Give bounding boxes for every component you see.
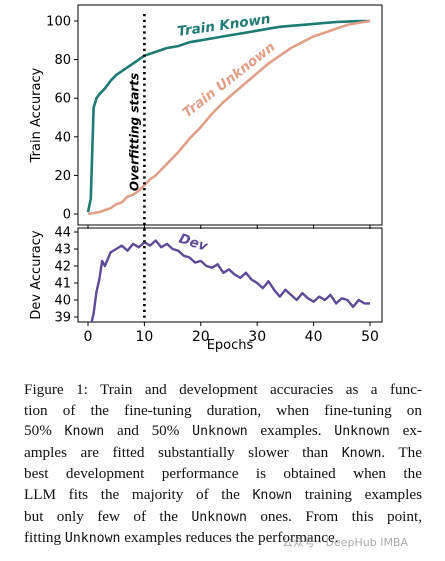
dev-label: Dev bbox=[177, 231, 211, 256]
figure-caption: Figure 1: Train and development accuraci… bbox=[24, 380, 422, 550]
top-plot-frame bbox=[77, 4, 383, 226]
top-y-tick-label: 100 bbox=[46, 15, 71, 30]
caption-text: and 50% bbox=[104, 422, 193, 440]
bottom-y-tick-label: 41 bbox=[54, 277, 71, 292]
bottom-y-tick-label: 40 bbox=[54, 294, 71, 309]
bottom-x-tick-label: 30 bbox=[248, 329, 266, 345]
train-known-line bbox=[86, 19, 370, 213]
top-y-tick-label: 40 bbox=[54, 130, 71, 145]
bottom-x-tick-label: 20 bbox=[192, 329, 210, 345]
caption-text: LLM fits the majority of the bbox=[24, 485, 253, 503]
dev-accuracy-panel: 39 40 41 42 43 44 0 10 20 30 40 50 Dev Accuracy Epoch… bbox=[29, 226, 383, 353]
overfitting-label: Overfitting starts bbox=[127, 73, 141, 191]
caption-line: LLM fits the majority of the Known train… bbox=[24, 485, 422, 507]
top-y-tick-label: 80 bbox=[54, 53, 71, 68]
caption-text: training examples bbox=[292, 485, 423, 503]
caption-line: best development performance is obtained… bbox=[24, 464, 422, 485]
caption-line: amples are fitted substantially slower t… bbox=[24, 443, 422, 465]
caption-text: tion of the fine-tuning duration, when f… bbox=[24, 401, 422, 419]
caption-text: examples. bbox=[247, 422, 335, 440]
bottom-y-tick-label: 44 bbox=[54, 226, 71, 241]
bottom-y-tick-label: 42 bbox=[54, 260, 71, 275]
caption-line: tion of the fine-tuning duration, when f… bbox=[24, 401, 422, 422]
caption-code: Known bbox=[341, 445, 382, 461]
x-axis-label: Epochs bbox=[207, 338, 254, 353]
train-unknown-label: Train Unknown bbox=[180, 39, 279, 121]
bottom-plot-frame bbox=[77, 227, 383, 323]
caption-text: fitting bbox=[24, 529, 65, 547]
caption-line: fitting Unknown examples reduces the per… bbox=[24, 528, 422, 550]
caption-code: Unknown bbox=[191, 509, 247, 525]
top-y-tick-label: 60 bbox=[54, 92, 71, 107]
top-y-tick-label: 0 bbox=[63, 208, 71, 223]
caption-code: Known bbox=[252, 487, 293, 503]
bottom-y-tick-label: 43 bbox=[54, 243, 71, 258]
caption-text: examples reduces the performance. bbox=[120, 529, 339, 547]
bottom-x-tick-label: 50 bbox=[361, 329, 379, 345]
caption-text: ex- bbox=[389, 422, 422, 440]
watermark: 公众号 · DeepHub IMBA bbox=[282, 536, 409, 549]
caption-text: 50% bbox=[24, 422, 65, 440]
bottom-x-tick-label: 10 bbox=[135, 329, 153, 345]
train-unknown-line bbox=[87, 19, 371, 216]
caption-code: Unknown bbox=[334, 424, 390, 440]
caption-code: Known bbox=[64, 424, 105, 440]
caption-line: Figure 1: Train and development accuraci… bbox=[24, 380, 422, 401]
caption-text: ones. From this point, bbox=[246, 507, 422, 525]
top-y-axis-label: Train Accuracy bbox=[29, 67, 44, 163]
bottom-y-axis-label: Dev Accuracy bbox=[29, 230, 44, 319]
bottom-y-tick-label: 39 bbox=[54, 311, 71, 326]
caption-text: . The bbox=[381, 443, 422, 461]
caption-line: but only few of the Unknown ones. From t… bbox=[24, 507, 422, 529]
top-y-tick-label: 20 bbox=[54, 169, 71, 184]
caption-text: but only few of the bbox=[24, 507, 192, 525]
bottom-x-tick-label: 40 bbox=[305, 329, 323, 345]
caption-text: Figure 1: Train and development accuraci… bbox=[24, 381, 422, 398]
caption-code: Unknown bbox=[192, 424, 248, 440]
caption-text: best development performance is obtained… bbox=[24, 465, 422, 483]
caption-code: Unknown bbox=[64, 531, 121, 547]
dev-line bbox=[90, 239, 370, 322]
caption-text: amples are fitted substantially slower t… bbox=[24, 443, 342, 461]
bottom-x-tick-label: 0 bbox=[84, 329, 93, 345]
caption-line: 50% Known and 50% Unknown examples. Unkn… bbox=[24, 421, 422, 443]
